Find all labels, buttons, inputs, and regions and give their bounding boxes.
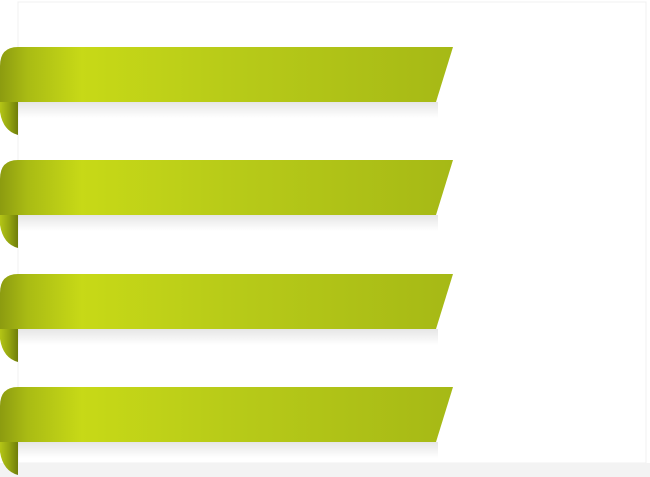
bottom-strip xyxy=(0,463,650,477)
